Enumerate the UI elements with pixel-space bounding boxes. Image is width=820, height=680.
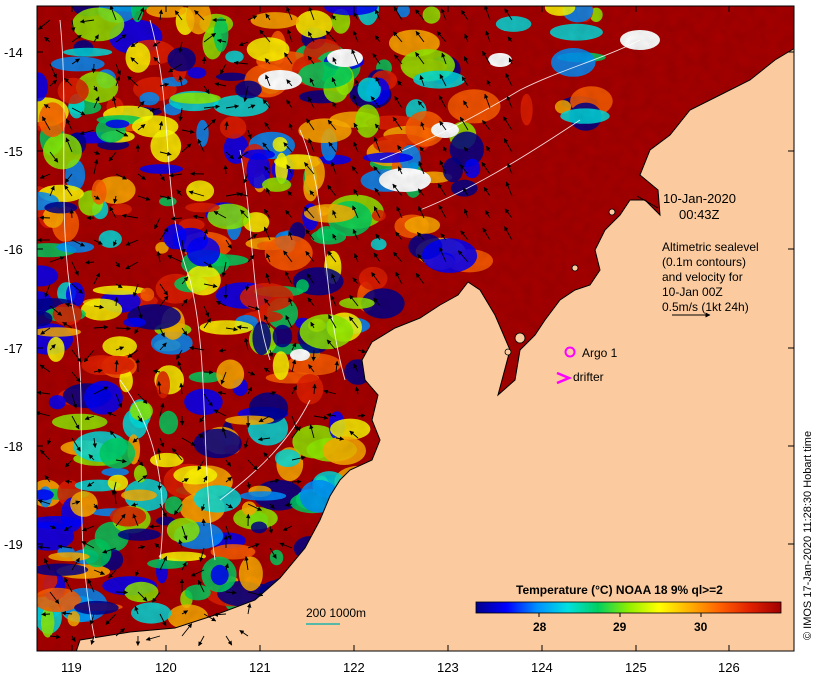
altimetry-line-3: and velocity for <box>662 270 743 284</box>
map-plot-area: Argo 1 drifter 10-Jan-2020 00:43Z Altime… <box>37 6 794 651</box>
lat-tick-label: -19 <box>4 537 23 552</box>
argo-label: Argo 1 <box>582 346 618 360</box>
credit-text: © IMOS 17-Jan-2020 11:28:30 Hobart time <box>802 431 814 640</box>
lat-tick-label: -14 <box>4 45 23 60</box>
time-label: 00:43Z <box>679 207 720 222</box>
colorbar-tick-30: 30 <box>694 620 708 634</box>
lon-tick-label: 126 <box>718 660 740 675</box>
land-mass <box>75 48 794 651</box>
altimetry-line-4: 10-Jan 00Z <box>662 285 723 299</box>
colorbar-tick-29: 29 <box>613 620 627 634</box>
altimetry-line-2: (0.1m contours) <box>662 255 746 269</box>
argo-float-marker <box>564 346 576 358</box>
islands <box>504 208 616 356</box>
colorbar-title: Temperature (°C) NOAA 18 9% ql>=2 <box>516 583 723 597</box>
lon-tick-label: 124 <box>531 660 553 675</box>
pointer-line <box>636 195 659 209</box>
drifter-marker <box>556 371 573 385</box>
velocity-arrows <box>37 6 513 647</box>
plot-frame <box>36 5 795 652</box>
latitude-axis: -14 -15 -16 -17 -18 -19 <box>4 45 794 552</box>
lon-tick-label: 119 <box>61 660 82 675</box>
lat-tick-label: -15 <box>4 144 23 159</box>
lon-tick-label: 123 <box>437 660 459 675</box>
longitude-axis: 119 120 121 122 123 124 125 126 <box>61 6 740 675</box>
isobath-legend-label: 200 1000m <box>306 606 366 620</box>
drifter-label: drifter <box>573 370 604 384</box>
colorbar-tick-28: 28 <box>533 620 547 634</box>
lat-tick-label: -18 <box>4 439 23 454</box>
lon-tick-label: 125 <box>625 660 647 675</box>
altimetry-line-5: 0.5m/s (1kt 24h) <box>662 300 749 314</box>
sealevel-contours <box>59 19 641 641</box>
colorbar <box>475 601 782 614</box>
colorbar-ticks <box>538 613 702 617</box>
date-label: 10-Jan-2020 <box>663 191 736 206</box>
lat-tick-label: -16 <box>4 242 23 257</box>
lon-tick-label: 121 <box>249 660 271 675</box>
lon-tick-label: 120 <box>155 660 177 675</box>
altimetry-line-1: Altimetric sealevel <box>662 240 759 254</box>
lat-tick-label: -17 <box>4 341 23 356</box>
lon-tick-label: 122 <box>343 660 365 675</box>
